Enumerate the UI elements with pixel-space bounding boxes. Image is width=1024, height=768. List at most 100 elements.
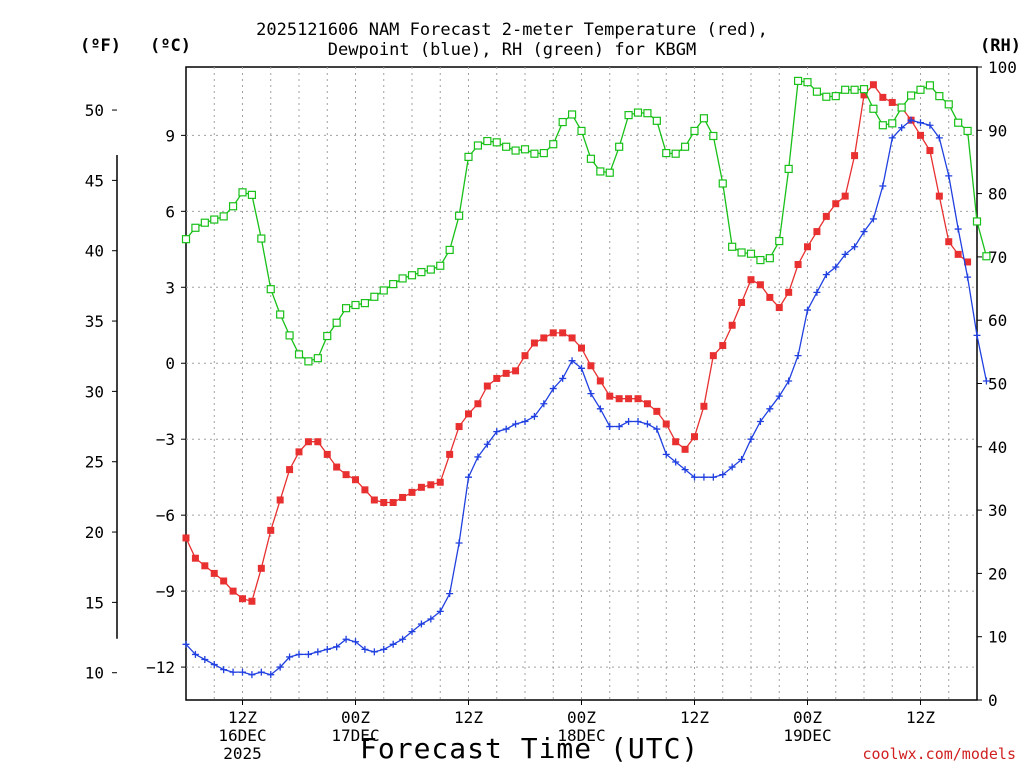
temperature-point	[314, 438, 322, 446]
temperature-point	[822, 212, 830, 220]
temperature-point	[502, 369, 510, 377]
rh-point	[793, 76, 803, 86]
dewpoint-point	[954, 225, 962, 233]
dewpoint-point	[587, 390, 595, 398]
rh-point	[737, 248, 746, 257]
temperature-point	[361, 486, 369, 494]
temperature-point	[634, 395, 642, 403]
rh-point	[718, 179, 727, 188]
rh-point	[671, 149, 680, 158]
rh-point	[831, 92, 840, 101]
temperature-point	[672, 438, 680, 446]
plot-frame	[185, 66, 978, 701]
rh-point	[181, 235, 191, 244]
temperature-point	[370, 496, 378, 504]
dewpoint-point	[483, 440, 491, 448]
dewpoint-point	[304, 650, 312, 658]
rh-point	[492, 138, 501, 147]
temperature-point	[182, 534, 190, 542]
temperature-point	[540, 334, 548, 342]
rh-point	[586, 154, 596, 163]
x-tick-label: 12Z	[454, 708, 483, 727]
temperature-point	[257, 564, 265, 572]
temperature-point	[615, 395, 623, 403]
temperature-point	[521, 352, 529, 360]
celsius-axis-label: (ºC)	[150, 36, 191, 56]
rh-point	[200, 218, 209, 227]
temperature-point	[436, 478, 444, 486]
dewpoint-point	[945, 172, 953, 180]
rh-point	[294, 350, 304, 359]
celsius-tick-label: 6	[165, 202, 175, 221]
rh-point	[822, 92, 831, 101]
dewpoint-point	[521, 417, 529, 425]
temperature-point	[643, 400, 651, 408]
celsius-tick-label: −3	[156, 430, 175, 449]
temperature-point	[888, 98, 896, 106]
rh-point	[906, 91, 916, 100]
fahrenheit-tick-label: 35	[85, 312, 104, 331]
x-tick-label: 2025	[223, 744, 262, 763]
rh-point	[972, 217, 982, 226]
rh-point	[624, 111, 633, 120]
dewpoint-point	[530, 412, 538, 420]
rh-point	[370, 292, 379, 301]
temperature-point	[785, 288, 793, 296]
dewpoint-point	[804, 306, 811, 314]
dewpoint-point	[766, 405, 774, 413]
dewpoint-point	[493, 428, 501, 436]
rh-point	[850, 85, 859, 94]
rh-point	[859, 85, 869, 94]
dewpoint-point	[785, 377, 793, 385]
temperature-point	[342, 471, 350, 479]
temperature-point	[879, 93, 887, 101]
rh-point	[549, 140, 558, 149]
fahrenheit-tick-label: 25	[85, 453, 104, 472]
temperature-point	[813, 228, 821, 236]
temperature-point	[220, 577, 228, 585]
rh-point	[539, 148, 548, 158]
chart-title-line-2: Dewpoint (blue), RH (green) for KBGM	[327, 40, 697, 60]
dewpoint-point	[775, 392, 783, 400]
temperature-point	[625, 395, 633, 403]
dewpoint-point	[295, 650, 303, 658]
dewpoint-point	[625, 417, 633, 425]
rh-point	[869, 104, 878, 113]
rh-point	[982, 252, 991, 261]
dewpoint-point	[907, 116, 915, 124]
dewpoint-point	[728, 463, 736, 471]
dewpoint-point	[370, 648, 378, 656]
rh-point	[511, 146, 520, 155]
celsius-tick-label: 3	[165, 278, 175, 297]
temperature-point	[474, 400, 482, 408]
temperature-point	[465, 410, 472, 418]
rh-point	[257, 234, 266, 243]
rh-point	[483, 136, 492, 146]
rh-point	[756, 255, 765, 265]
temperature-point	[662, 420, 670, 428]
rh-point	[784, 164, 793, 174]
x-tick-label: 19DEC	[783, 726, 831, 745]
rh-point	[530, 149, 539, 158]
temperature-point	[804, 243, 811, 251]
rh-point	[577, 126, 586, 136]
rh-point	[351, 300, 360, 310]
celsius-tick-label: −12	[146, 658, 175, 677]
rh-tick-label: 10	[988, 628, 1007, 647]
rh-tick-label: 50	[988, 375, 1007, 394]
dewpoint-point	[446, 590, 454, 598]
dewpoint-point	[917, 119, 924, 127]
dewpoint-point	[813, 288, 821, 296]
dewpoint-point	[935, 134, 943, 142]
temperature-point	[709, 352, 717, 360]
dewpoint-point	[512, 420, 520, 428]
rh-tick-label: 0	[988, 691, 998, 710]
dewpoint-point	[399, 635, 407, 643]
dewpoint-point	[427, 615, 435, 623]
rh-tick-label: 40	[988, 438, 1007, 457]
temperature-point	[691, 433, 698, 441]
rh-point	[916, 85, 925, 94]
temperature-point	[596, 377, 604, 385]
temperature-point	[352, 476, 359, 484]
temperature-point	[239, 595, 246, 603]
